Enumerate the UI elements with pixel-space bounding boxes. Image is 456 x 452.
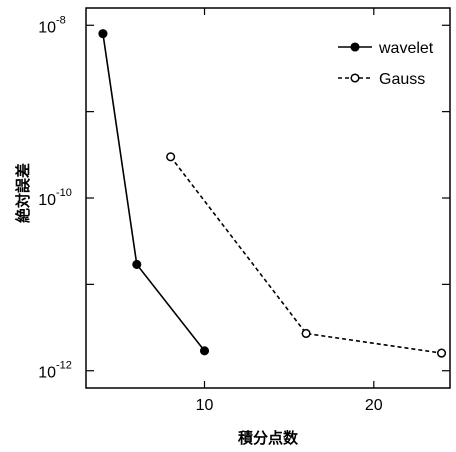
x-tick-label: 20 (365, 397, 383, 414)
y-tick-label-base: 10 (38, 192, 56, 209)
data-point-wavelet (98, 29, 108, 39)
y-tick-label-exponent: -8 (56, 14, 66, 26)
x-axis-label: 積分点数 (237, 429, 299, 447)
series-markers (98, 29, 447, 358)
legend-marker (350, 42, 360, 52)
x-tick-label: 10 (196, 397, 214, 414)
legend: wavelet Gauss (338, 40, 434, 88)
y-axis-label: 絶対誤差 (14, 163, 32, 223)
y-tick-label-base: 10 (38, 19, 56, 36)
plot-frame (85, 7, 451, 389)
series-line-wavelet (102, 33, 206, 352)
y-tick-label: 10 -10 (38, 187, 72, 209)
y-tick-label-exponent: -10 (56, 187, 72, 199)
y-tick-label: 10 -12 (38, 360, 72, 382)
data-point-gauss (301, 328, 311, 339)
legend-item-gauss: Gauss (338, 71, 425, 88)
y-tick-label-base: 10 (38, 365, 56, 382)
legend-item-wavelet: wavelet (338, 40, 434, 57)
y-tick-label-exponent: -12 (56, 360, 72, 372)
legend-marker (350, 73, 360, 83)
data-point-gauss (166, 152, 176, 162)
data-point-wavelet (199, 346, 210, 356)
y-tick-label: 10 -8 (38, 14, 66, 36)
data-point-gauss (436, 348, 447, 358)
data-point-wavelet (132, 259, 142, 270)
axes (85, 7, 451, 389)
legend-label: Gauss (379, 71, 425, 88)
series-line-gauss (170, 156, 442, 354)
legend-label: wavelet (378, 40, 434, 57)
